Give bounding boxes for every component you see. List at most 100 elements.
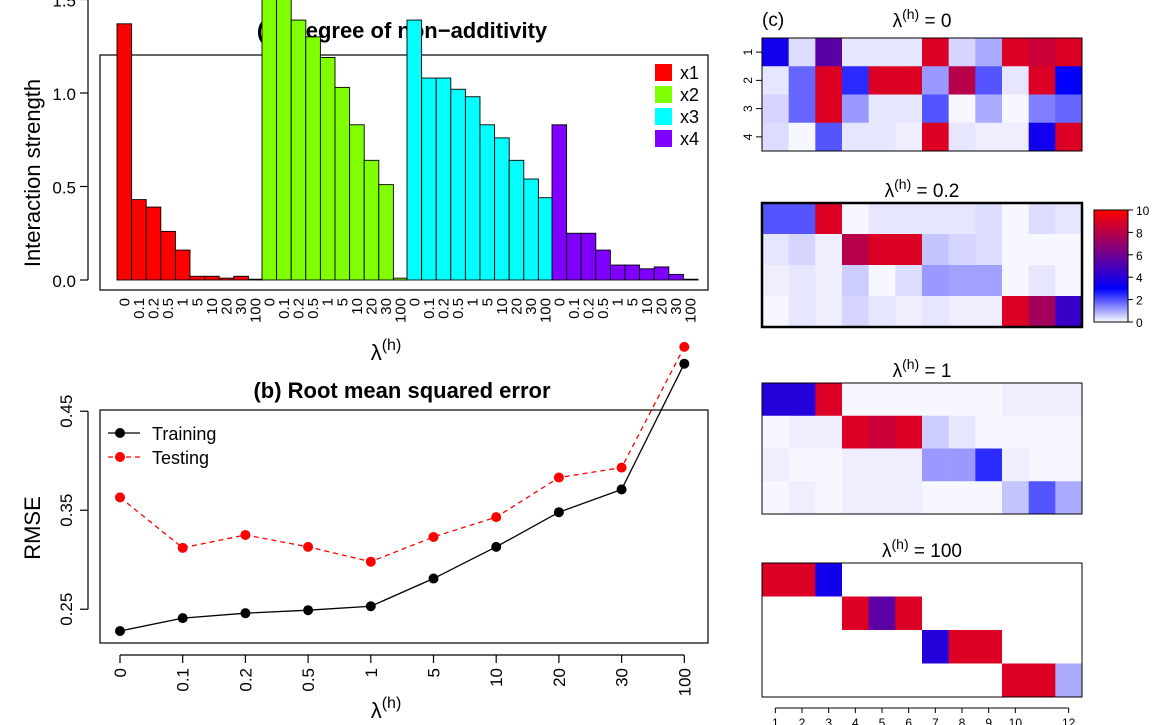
heatmap-cell [895, 265, 923, 297]
colorbar-segment [1094, 297, 1128, 300]
heatmap-cell [762, 38, 789, 67]
heatmap-cell [788, 383, 816, 417]
bar-x1-9 [247, 278, 264, 281]
colorbar-tick-label: 4 [1136, 271, 1143, 285]
legend-label-x2: x2 [680, 85, 699, 105]
heatmap-cell [868, 234, 896, 266]
heatmap-cell [922, 563, 949, 597]
bar-x1-7 [218, 277, 235, 281]
heatmap-cell [948, 481, 976, 515]
heatmap-cell [1055, 481, 1083, 515]
heatmap-cell [788, 66, 816, 95]
colorbar-segment [1094, 211, 1128, 215]
panel-a: (a) Degree of non−additivity 0.00.51.01.… [20, 0, 709, 365]
bar-x1-0 [116, 23, 133, 281]
heatmap-cell [948, 630, 976, 664]
bar-x4-4 [609, 264, 626, 281]
colorbar-segment [1094, 305, 1128, 308]
heatmap-cell [975, 122, 1003, 152]
bar-x1-8 [233, 275, 249, 281]
colorbar-segment [1094, 217, 1128, 220]
colorbar-segment [1094, 252, 1128, 256]
colorbar-segment [1094, 295, 1128, 299]
row-tick-label: 4 [741, 133, 755, 140]
x-tick-label: 10 [487, 668, 506, 687]
heatmap-cell [1028, 265, 1056, 297]
heatmap-cell [895, 94, 923, 124]
colorbar-segment [1094, 267, 1128, 271]
heatmap-cell [842, 563, 869, 597]
colorbar-segment [1094, 301, 1128, 304]
panel-b: (b) Root mean squared error 0.250.350.45… [20, 341, 709, 723]
heatmap-cell [815, 563, 843, 597]
heatmap-cell [1002, 94, 1029, 124]
heatmap-title-main: λ [893, 11, 903, 32]
x-tick-label: 0.5 [160, 298, 177, 319]
colorbar-segment [1094, 303, 1128, 306]
heatmap-cell [842, 296, 869, 328]
point-testing-2 [240, 529, 251, 540]
y-tick-label: 0.25 [57, 593, 76, 626]
colorbar-segment [1094, 288, 1128, 291]
x-tick-label: 100 [683, 298, 700, 323]
heatmap-cell [1002, 481, 1029, 515]
colorbar-segment [1094, 294, 1128, 297]
heatmap-cell [1055, 94, 1083, 124]
colorbar-segment [1094, 247, 1128, 250]
x-tick-label: 20 [219, 298, 236, 315]
heatmap-cell [762, 383, 789, 417]
heatmap-cell [922, 265, 949, 297]
x-tick-label: 30 [523, 298, 540, 315]
bar-x3-7 [508, 159, 525, 281]
colorbar-segment [1094, 260, 1128, 263]
heatmap-cell [762, 630, 789, 664]
point-testing-0 [115, 492, 125, 503]
colorbar-segment [1094, 223, 1128, 226]
heatmap-cell [788, 122, 816, 152]
heatmap-cell [895, 448, 923, 482]
heatmap-cell [788, 415, 816, 449]
heatmap-cell [815, 66, 843, 95]
heatmap-frame-0 [761, 37, 1083, 152]
heatmap-2: λ(h) = 1 [761, 356, 1083, 515]
heatmap-cell [762, 66, 789, 95]
point-training-8 [616, 484, 627, 495]
panel-a-x-ticks: 00.10.20.51510203010000.10.20.5151020301… [116, 298, 699, 323]
heatmap-cell [815, 415, 843, 449]
x-tick-label: 20 [364, 298, 381, 315]
heatmap-cell [762, 296, 789, 328]
heatmap-0: λ(h) = 0 1 2 3 4 [741, 6, 1083, 152]
heatmap-cell [1002, 415, 1029, 449]
heatmap-cell [815, 234, 843, 266]
heatmap-cell [868, 66, 896, 95]
heatmap-cell [842, 234, 869, 266]
heatmap-cell [815, 481, 843, 515]
heatmap-cell [895, 596, 923, 631]
colorbar-segment [1094, 251, 1128, 254]
point-training-9 [679, 358, 690, 369]
bar-x2-5 [334, 86, 351, 281]
heatmap-cell [815, 630, 843, 664]
point-testing-7 [553, 472, 564, 483]
panel-a-y-axis: 0.0 0.5 1.0 1.5 [52, 0, 89, 291]
bar-x4-6 [639, 268, 655, 281]
colorbar-segment [1094, 264, 1128, 267]
heatmap-cell [842, 66, 869, 95]
heatmap-title-main: λ [885, 181, 895, 202]
point-testing-8 [616, 462, 627, 473]
point-training-7 [553, 507, 564, 518]
x-tick-label: 10 [494, 298, 511, 315]
legend-swatch-x2 [655, 86, 672, 103]
panel-b-plot-box [99, 409, 709, 644]
heatmap-cell [895, 234, 923, 266]
heatmap-cell [975, 234, 1003, 266]
colorbar-segment [1094, 271, 1128, 274]
heatmap-cell [895, 38, 923, 67]
heatmap-title-sup: (h) [894, 176, 911, 192]
heatmap-cell [948, 415, 976, 449]
heatmap-cell [1055, 203, 1083, 235]
panel-b-y-axis: 0.25 0.35 0.45 [57, 395, 89, 626]
colorbar-segment [1094, 236, 1128, 239]
x-tick-label: 30 [378, 298, 395, 315]
